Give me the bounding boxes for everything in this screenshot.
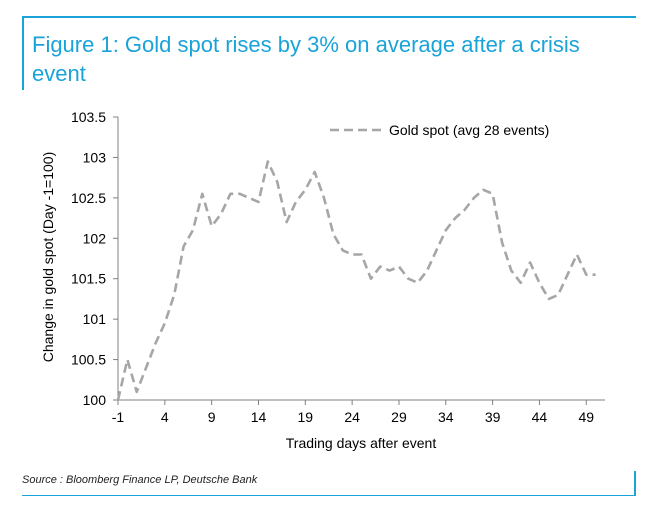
x-tick-label: 19 (298, 409, 314, 425)
y-tick-label: 102.5 (71, 190, 106, 206)
chart-title: Figure 1: Gold spot rises by 3% on avera… (32, 32, 580, 86)
x-tick-label: 49 (578, 409, 594, 425)
x-tick-label: 34 (438, 409, 454, 425)
right-rule (634, 471, 636, 496)
y-tick-label: 100 (83, 392, 107, 408)
y-tick-label: 101.5 (71, 271, 106, 287)
y-tick-label: 100.5 (71, 352, 106, 368)
series-line-gold-spot (116, 160, 596, 401)
title-top-rule (22, 16, 636, 18)
y-tick-label: 101 (83, 311, 107, 327)
x-axis-label: Trading days after event (286, 435, 437, 451)
legend: Gold spot (avg 28 events) (330, 122, 549, 138)
y-tick-label: 103.5 (71, 109, 106, 125)
x-tick-label: 9 (208, 409, 216, 425)
x-tick-label: -1 (112, 409, 125, 425)
bottom-rule (22, 495, 636, 496)
y-axis-label: Change in gold spot (Day -1=100) (40, 152, 56, 363)
y-axis: 100 100.5 101 101.5 102 102.5 103 103.5 (71, 109, 119, 408)
source-note: Source : Bloomberg Finance LP, Deutsche … (22, 474, 258, 486)
x-tick-label: 4 (161, 409, 169, 425)
series-group (116, 160, 596, 401)
x-tick-label: 44 (532, 409, 548, 425)
x-axis: -1 4 9 14 19 24 29 34 39 44 49 (112, 399, 605, 425)
x-tick-label: 29 (391, 409, 407, 425)
x-tick-label: 24 (344, 409, 360, 425)
x-tick-label: 14 (251, 409, 267, 425)
legend-label: Gold spot (avg 28 events) (389, 122, 549, 138)
y-tick-label: 102 (83, 230, 107, 246)
x-tick-label: 39 (485, 409, 501, 425)
title-left-rule (22, 16, 24, 90)
y-tick-label: 103 (83, 149, 107, 165)
